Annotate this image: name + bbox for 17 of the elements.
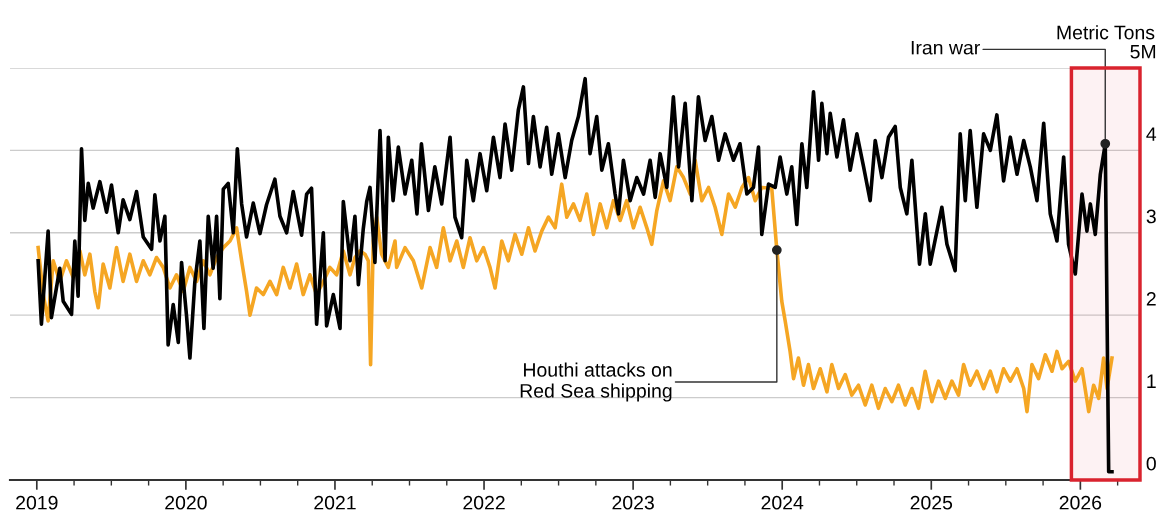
x-tick-label: 2021 [314, 495, 356, 510]
x-tick-label: 2019 [16, 495, 58, 510]
x-tick-label: 2020 [165, 495, 207, 510]
x-tick-label: 2024 [761, 495, 804, 510]
annotation: Houthi attacks on Red Sea shipping [520, 362, 672, 402]
y-tick-label: 0 [1146, 456, 1156, 471]
y-tick-label: 4 [1146, 127, 1157, 141]
y-axis-title: Metric Tons [1057, 25, 1155, 40]
y-tick-label: 3 [1146, 209, 1156, 224]
y-tick-label: 2 [1146, 291, 1156, 306]
x-tick-label: 2023 [612, 495, 654, 510]
x-tick-label: 2025 [910, 495, 953, 510]
annotation: Iran war [911, 40, 980, 55]
y-tick-label: 1 [1147, 374, 1156, 388]
y-tick-label: 5M [1130, 44, 1156, 59]
x-tick-label: 2026 [1059, 495, 1102, 510]
x-tick-label: 2022 [463, 495, 505, 510]
